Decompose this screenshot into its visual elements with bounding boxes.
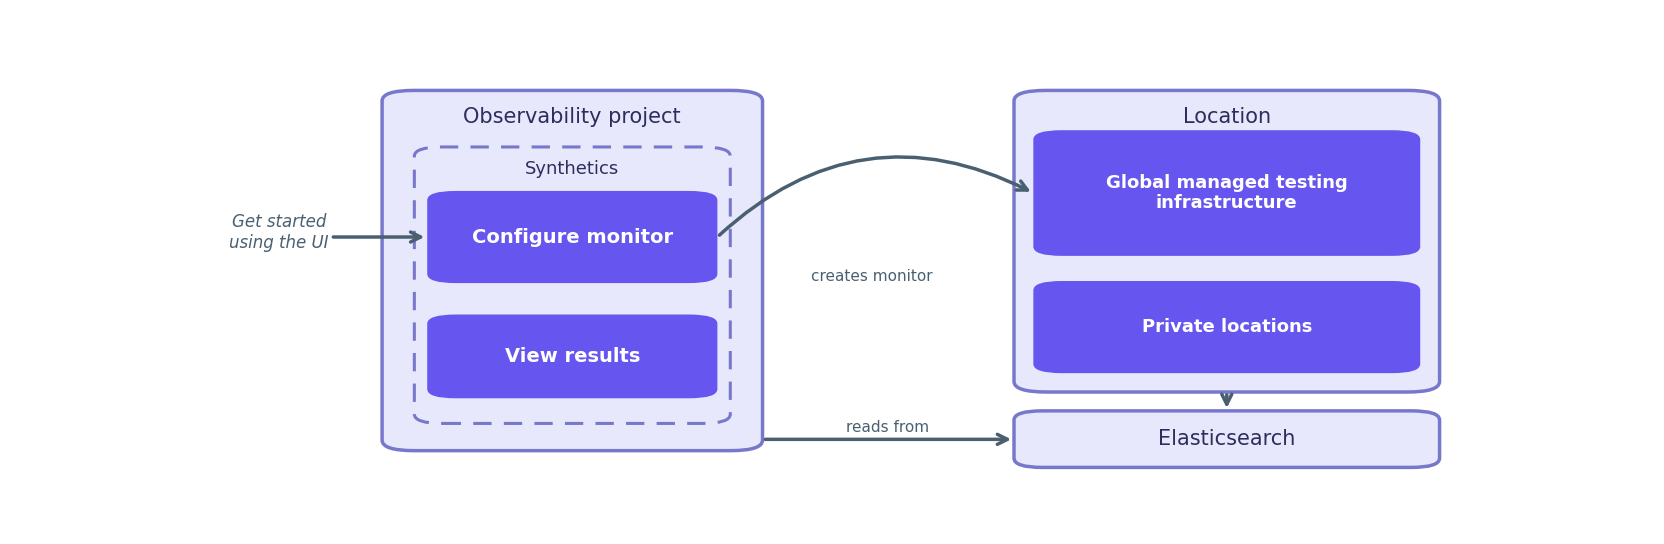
- Text: Synthetics: Synthetics: [526, 159, 619, 177]
- Text: Elasticsearch: Elasticsearch: [1158, 429, 1296, 449]
- Text: Global managed testing
infrastructure: Global managed testing infrastructure: [1107, 174, 1348, 213]
- FancyBboxPatch shape: [428, 191, 717, 283]
- Text: Private locations: Private locations: [1142, 318, 1311, 336]
- Text: creates monitor: creates monitor: [812, 269, 934, 285]
- Text: View results: View results: [504, 347, 641, 366]
- Text: Observability project: Observability project: [464, 107, 681, 127]
- Text: Configure monitor: Configure monitor: [473, 227, 672, 246]
- FancyBboxPatch shape: [1033, 130, 1421, 256]
- FancyBboxPatch shape: [383, 90, 762, 450]
- FancyBboxPatch shape: [1033, 281, 1421, 373]
- FancyBboxPatch shape: [1013, 411, 1439, 467]
- Text: Get started
using the UI: Get started using the UI: [230, 213, 329, 252]
- FancyBboxPatch shape: [428, 314, 717, 398]
- FancyBboxPatch shape: [1013, 90, 1439, 392]
- Text: Location: Location: [1183, 107, 1271, 127]
- Text: reads from: reads from: [845, 420, 929, 435]
